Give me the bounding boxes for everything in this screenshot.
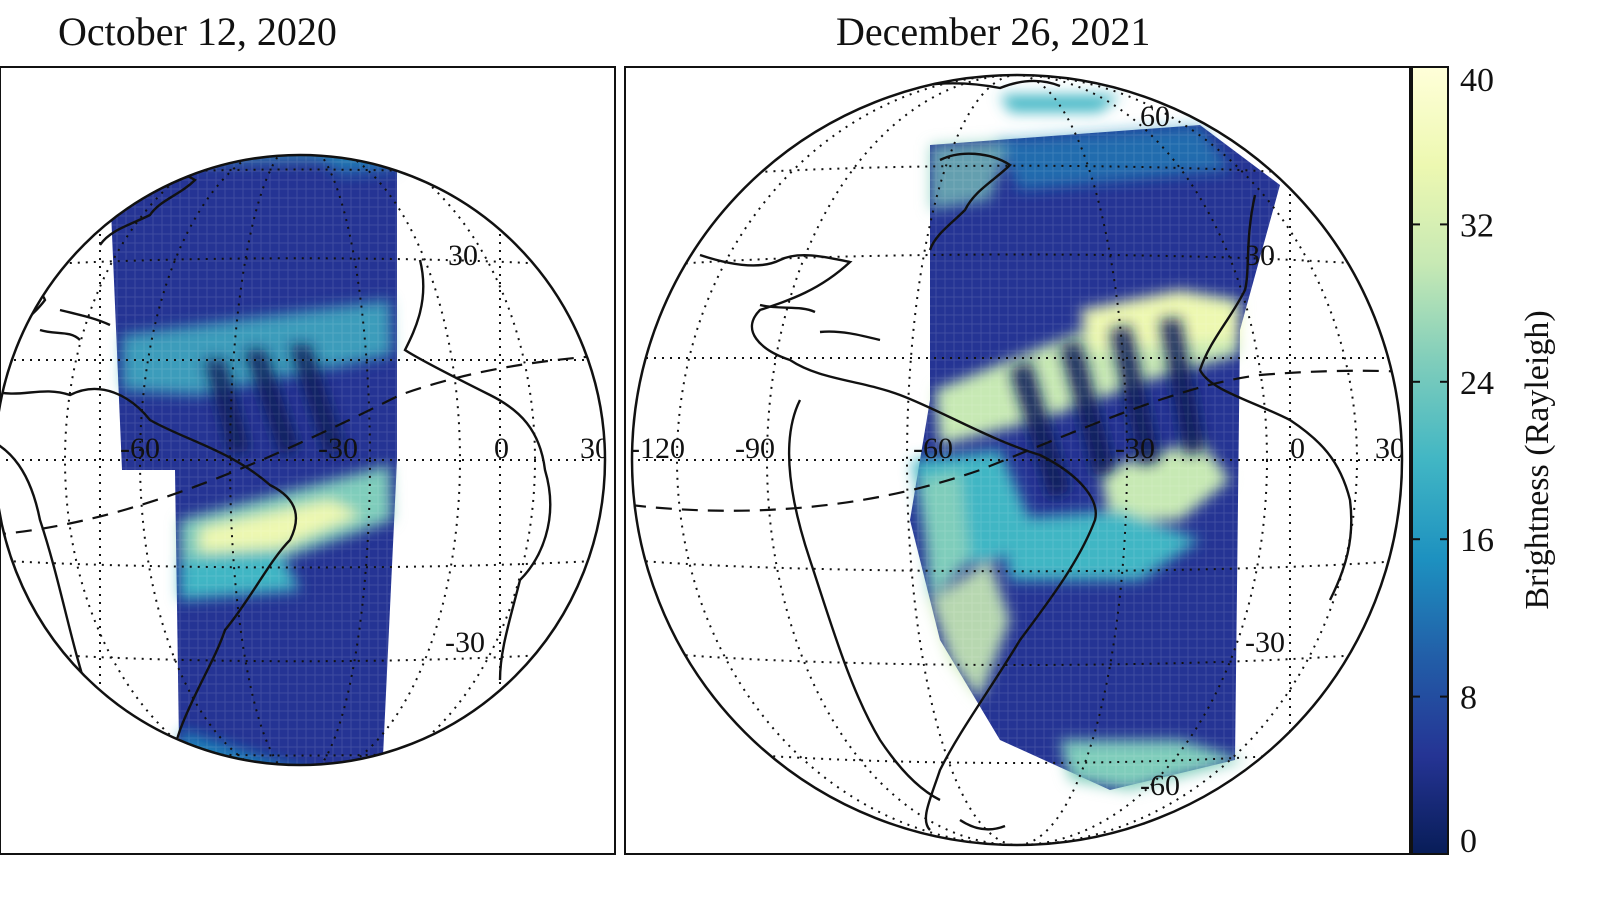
lon-label-right-m120: -120 <box>630 432 685 465</box>
colorbar-tick-label: 16 <box>1460 522 1494 559</box>
brightness-swath-left <box>108 155 397 765</box>
globe-outline-left <box>0 153 607 767</box>
globe-outline-right <box>630 73 1404 847</box>
panel-left: -60 -30 0 30 30 -30 -60 60 <box>0 66 616 855</box>
colorbar-ticks: 0 8 16 24 32 40 <box>1412 62 1494 860</box>
colorbar-tick-label: 40 <box>1460 62 1494 99</box>
colorbar-tick-label: 8 <box>1460 680 1477 717</box>
lon-label-left-0: 0 <box>494 432 509 465</box>
lon-label-right-0: 0 <box>1290 432 1305 465</box>
lon-label-left-m30: -30 <box>318 432 358 465</box>
lat-label-right-30: 30 <box>1245 239 1275 272</box>
lat-label-right-m30: -30 <box>1245 626 1285 659</box>
colorbar-tick-label: 24 <box>1460 365 1494 402</box>
colorbar-tick-label: 32 <box>1460 207 1494 244</box>
lon-label-right-m90: -90 <box>735 432 775 465</box>
lat-label-right-m60: -60 <box>1140 769 1180 802</box>
lat-label-left-60: 60 <box>350 102 380 135</box>
magnetic-equator-left <box>0 353 605 537</box>
panel-right: -120 -90 -60 -30 0 30 30 -30 -60 60 <box>624 66 1411 855</box>
colorbar-tick-label: 0 <box>1460 823 1477 860</box>
lon-label-left-m60: -60 <box>120 432 160 465</box>
globe-left: -60 -30 0 30 30 -30 -60 60 <box>0 102 610 802</box>
lat-label-left-m30: -30 <box>445 626 485 659</box>
brightness-swath-right <box>910 95 1280 790</box>
colorbar-label: Brightness (Rayleigh) <box>1519 310 1556 609</box>
lon-label-right-m30: -30 <box>1115 432 1155 465</box>
panel-frame-right <box>624 66 1411 855</box>
panel-title-left: October 12, 2020 <box>58 9 337 54</box>
coastlines-right <box>699 79 1361 831</box>
panel-title-right: December 26, 2021 <box>836 9 1151 54</box>
colorbar: 0 8 16 24 32 40 Brightness (Rayleigh) <box>1411 62 1556 860</box>
lat-label-left-m60: -60 <box>345 769 385 802</box>
globe-right: -120 -90 -60 -30 0 30 30 -30 -60 60 <box>630 75 1405 845</box>
lon-label-left-30: 30 <box>580 432 610 465</box>
lon-label-right-m60: -60 <box>913 432 953 465</box>
lat-label-left-30: 30 <box>448 239 478 272</box>
colorbar-gradient <box>1411 66 1449 855</box>
lon-label-right-30: 30 <box>1375 432 1405 465</box>
panel-frame-left <box>0 66 616 855</box>
